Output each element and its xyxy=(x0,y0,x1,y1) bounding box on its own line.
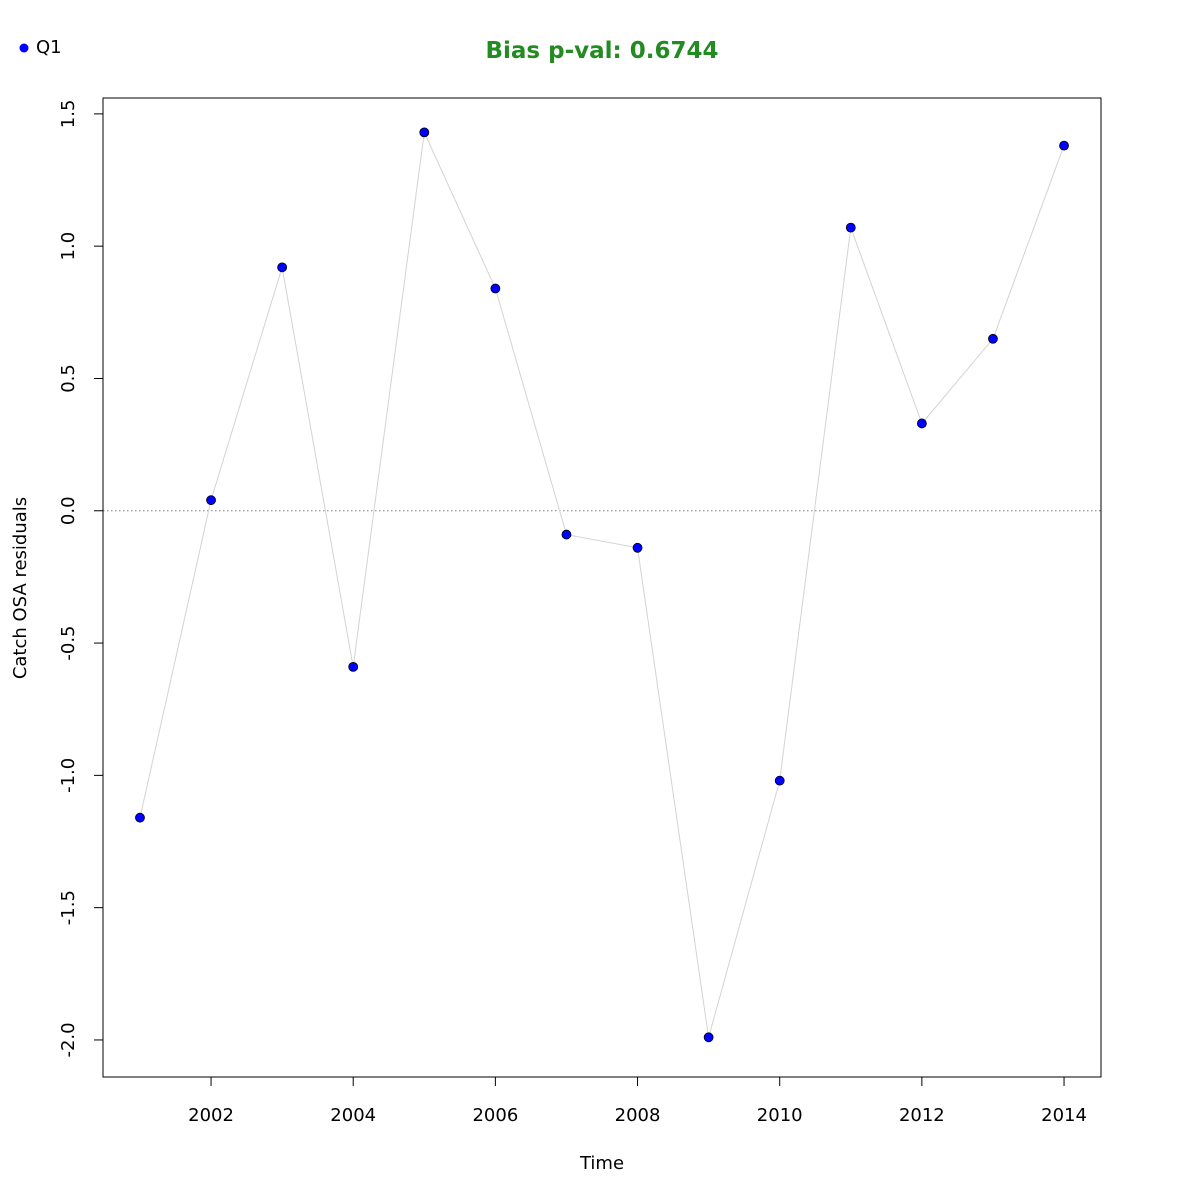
data-point-q1-2002 xyxy=(206,495,216,506)
data-point-q1-2014 xyxy=(1059,140,1069,151)
chart-title: Bias p-val: 0.6744 xyxy=(486,38,719,64)
data-point-q1-2008 xyxy=(632,542,643,553)
x-tick-label-2014: 2014 xyxy=(1041,1105,1087,1126)
data-point-q1-2007 xyxy=(561,529,572,540)
plot-frame xyxy=(102,97,1102,1078)
y-tick-label-5: 0.5 xyxy=(58,364,79,393)
plot-area xyxy=(103,127,1101,1043)
legend-label-q1: Q1 xyxy=(36,37,62,58)
x-tick-label-2006: 2006 xyxy=(472,1105,518,1126)
x-tick-label-2002: 2002 xyxy=(188,1105,234,1126)
data-point-q1-2003 xyxy=(277,262,288,273)
data-point-q1-2010 xyxy=(774,775,785,786)
x-axis-title: Time xyxy=(579,1153,624,1174)
y-axis-title: Catch OSA residuals xyxy=(10,497,31,679)
x-tick-label-2004: 2004 xyxy=(330,1105,376,1126)
y-tick-label-2: -1.0 xyxy=(58,758,79,793)
data-point-q1-2004 xyxy=(348,661,359,672)
legend: Q1 xyxy=(19,37,62,58)
y-tick-label-3: -0.5 xyxy=(58,626,79,661)
data-point-q1-2012 xyxy=(916,418,927,429)
series-line-q1 xyxy=(139,130,1065,1038)
data-point-q1-2013 xyxy=(988,333,998,344)
legend-marker-q1 xyxy=(19,43,29,53)
y-tick-label-6: 1.0 xyxy=(58,232,79,261)
x-tick-label-2008: 2008 xyxy=(615,1105,661,1126)
data-point-q1-2005 xyxy=(419,127,430,138)
data-point-q1-2001 xyxy=(135,812,145,823)
y-tick-label-1: -1.5 xyxy=(58,890,79,925)
y-tick-label-4: 0.0 xyxy=(58,496,79,525)
y-tick-label-7: 1.5 xyxy=(58,100,79,129)
data-point-q1-2011 xyxy=(845,222,856,233)
y-tick-label-0: -2.0 xyxy=(58,1022,79,1057)
x-axis: 2002 2004 2006 2008 2010 2012 2014 xyxy=(188,1076,1087,1126)
data-point-q1-2006 xyxy=(490,283,501,294)
data-point-q1-2009 xyxy=(703,1032,714,1043)
x-tick-label-2010: 2010 xyxy=(757,1105,803,1126)
x-tick-label-2012: 2012 xyxy=(899,1105,945,1126)
y-axis: -2.0 -1.5 -1.0 -0.5 0.0 0.5 1.0 1.5 xyxy=(58,100,104,1058)
